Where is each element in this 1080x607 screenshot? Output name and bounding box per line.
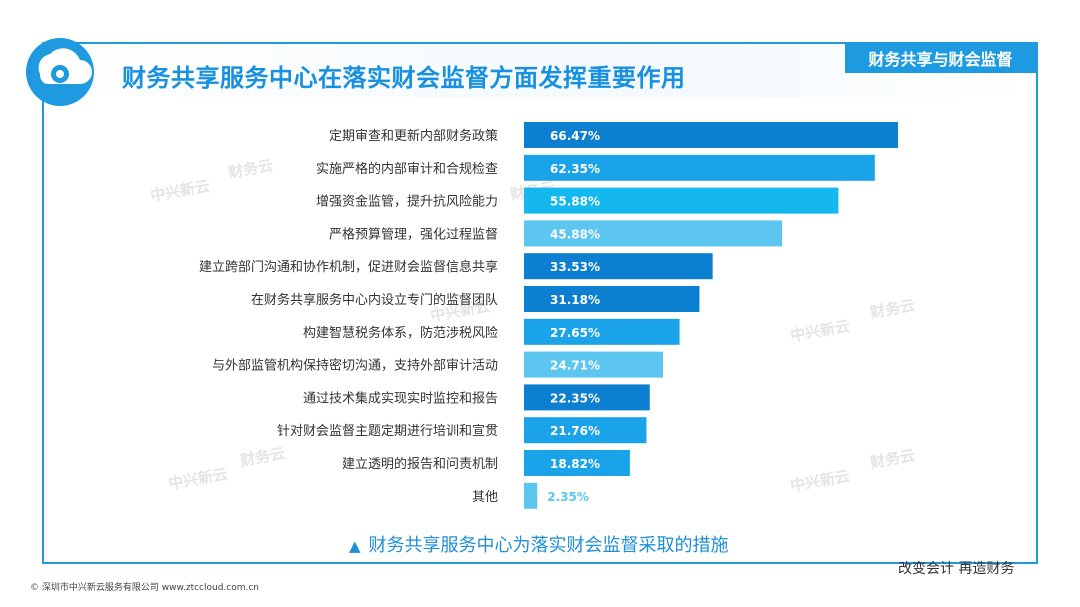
bar-4 <box>524 220 783 247</box>
page-title: 财务共享服务中心在落实财会监督方面发挥重要作用 <box>122 64 686 92</box>
category-label-2: 实施严格的内部审计和合规检查 <box>316 161 498 177</box>
category-label-8: 与外部监管机构保持密切沟通，支持外部审计活动 <box>212 358 498 374</box>
category-label-9: 通过技术集成实现实时监控和报告 <box>303 390 498 406</box>
bar-value-label-11: 18.82% <box>550 457 600 471</box>
bar-value-label-5: 33.53% <box>550 260 600 274</box>
bar-value-label-9: 22.35% <box>550 391 600 405</box>
bar-9 <box>524 384 650 411</box>
bar-value-label-12: 2.35% <box>547 490 589 504</box>
bar-8 <box>524 351 664 378</box>
category-label-7: 构建智慧税务体系，防范涉税风险 <box>303 325 498 341</box>
bar-value-label-1: 66.47% <box>550 129 600 143</box>
bar-value-label-2: 62.35% <box>550 162 600 176</box>
bar-10 <box>524 417 647 444</box>
category-label-1: 定期审查和更新内部财务政策 <box>329 128 498 144</box>
footer-copyright: © 深圳市中兴新云服务有限公司 www.ztccloud.com.cn <box>30 583 260 593</box>
bar-value-label-4: 45.88% <box>550 227 600 241</box>
chart-caption: ▲ 财务共享服务中心为落实财会监督采取的措施 <box>349 531 729 557</box>
category-label-10: 针对财会监督主题定期进行培训和宣贯 <box>277 423 498 439</box>
bar-11 <box>524 450 630 476</box>
slogan: 改变会计 再造财务 <box>898 561 1015 577</box>
category-label-6: 在财务共享服务中心内设立专门的监督团队 <box>251 292 498 308</box>
section-tag: 财务共享与财会监督 <box>845 43 1036 73</box>
bar-12 <box>524 482 538 509</box>
bar-value-label-7: 27.65% <box>550 326 600 340</box>
category-label-4: 严格预算管理，强化过程监督 <box>329 226 498 242</box>
bar-value-label-3: 55.88% <box>550 195 600 209</box>
bar-value-label-6: 31.18% <box>550 293 600 307</box>
category-label-12: 其他 <box>472 490 498 505</box>
category-label-11: 建立透明的报告和问责机制 <box>342 456 498 472</box>
bar-1 <box>524 122 898 148</box>
category-label-5: 建立跨部门沟通和协作机制，促进财会监督信息共享 <box>199 259 498 275</box>
category-label-3: 增强资金监管，提升抗风险能力 <box>316 194 498 210</box>
company-logo-icon <box>26 38 94 106</box>
bar-5 <box>524 253 713 280</box>
bar-value-label-8: 24.71% <box>550 359 600 373</box>
bar-3 <box>524 187 839 214</box>
bar-7 <box>524 318 680 345</box>
bar-value-label-10: 21.76% <box>550 424 600 438</box>
triangle-up-icon: ▲ <box>349 537 361 555</box>
content-frame <box>42 42 1038 564</box>
chart-caption-text: 财务共享服务中心为落实财会监督采取的措施 <box>368 535 729 556</box>
bar-6 <box>524 286 700 312</box>
bar-2 <box>524 154 875 181</box>
